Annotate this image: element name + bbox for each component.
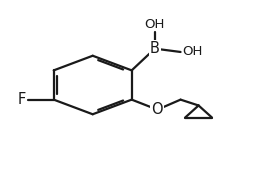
- Text: B: B: [150, 41, 160, 56]
- Text: OH: OH: [145, 18, 165, 31]
- Text: OH: OH: [182, 45, 202, 58]
- Text: F: F: [18, 92, 26, 107]
- Text: O: O: [152, 102, 163, 117]
